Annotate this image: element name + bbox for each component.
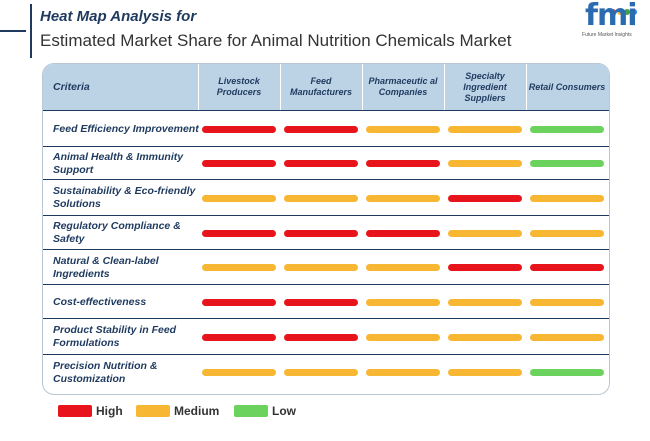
header-separator <box>362 64 363 110</box>
title-accent-line <box>0 30 26 32</box>
logo-text: fmi <box>585 0 638 33</box>
column-header: Pharmaceutic al Companies <box>368 76 438 97</box>
heatmap-header: Criteria Livestock Producers Feed Manufac… <box>43 64 609 110</box>
heatmap-row: Sustainability & Eco-friendly Solutions <box>43 179 609 216</box>
title-line-2: Estimated Market Share for Animal Nutrit… <box>40 31 512 50</box>
heat-cell-medium <box>530 230 604 237</box>
heat-cell-high <box>202 299 276 306</box>
column-header: Specialty Ingredient Suppliers <box>463 70 507 103</box>
heatmap-row: Feed Efficiency Improvement <box>43 110 609 147</box>
heat-cell-low <box>530 369 604 376</box>
heat-cell-high <box>202 230 276 237</box>
logo-dot <box>617 9 623 15</box>
legend-item-medium: Medium <box>136 404 219 418</box>
heat-cell-medium <box>202 369 276 376</box>
heat-cell-medium <box>366 299 440 306</box>
legend-swatch <box>234 405 268 417</box>
heatmap-table: Criteria Livestock Producers Feed Manufac… <box>42 63 610 395</box>
legend-swatch <box>58 405 92 417</box>
heat-cell-medium <box>530 334 604 341</box>
logo-dot <box>610 9 616 15</box>
heat-cell-medium <box>366 264 440 271</box>
heat-cell-medium <box>202 264 276 271</box>
heat-cell-medium <box>448 369 522 376</box>
heat-cell-medium <box>448 299 522 306</box>
legend-item-low: Low <box>234 404 296 418</box>
heat-cell-medium <box>284 369 358 376</box>
heat-cell-low <box>530 126 604 133</box>
legend-item-high: High <box>58 404 123 418</box>
heat-cell-high <box>448 264 522 271</box>
column-header: Retail Consumers <box>528 81 606 92</box>
row-label: Precision Nutrition & Customization <box>53 359 158 385</box>
heat-cell-medium <box>530 195 604 202</box>
heat-cell-medium <box>366 334 440 341</box>
heat-cell-medium <box>284 195 358 202</box>
logo-dots <box>610 2 638 15</box>
heat-cell-medium <box>448 160 522 167</box>
heat-cell-medium <box>448 334 522 341</box>
heat-cell-high <box>284 126 358 133</box>
header-separator <box>526 64 527 110</box>
heatmap-row: Regulatory Compliance & Safety <box>43 215 609 250</box>
heat-cell-high <box>284 299 358 306</box>
heatmap-row: Product Stability in Feed Formulations <box>43 318 609 355</box>
legend-label: Low <box>272 404 296 418</box>
heat-cell-high <box>202 126 276 133</box>
column-header: Feed Manufacturers <box>289 76 352 97</box>
heatmap-row: Animal Health & Immunity Support <box>43 146 609 180</box>
legend-label: High <box>96 404 123 418</box>
heat-cell-medium <box>366 126 440 133</box>
heat-cell-high <box>284 334 358 341</box>
heat-cell-high <box>530 264 604 271</box>
row-label: Sustainability & Eco-friendly Solutions <box>53 185 196 210</box>
heat-cell-high <box>202 160 276 167</box>
heat-cell-high <box>448 195 522 202</box>
row-label: Regulatory Compliance & Safety <box>53 220 181 245</box>
heat-cell-medium <box>284 264 358 271</box>
heat-cell-low <box>530 160 604 167</box>
heat-cell-medium <box>366 369 440 376</box>
title-divider <box>30 4 32 58</box>
heat-cell-medium <box>530 299 604 306</box>
heat-cell-high <box>366 230 440 237</box>
fmi-logo: fmi Future Market Insights <box>582 0 646 42</box>
logo-dot <box>631 9 637 15</box>
heat-cell-medium <box>366 195 440 202</box>
header-separator <box>444 64 445 110</box>
heat-cell-medium <box>448 126 522 133</box>
row-label: Animal Health & Immunity Support <box>53 150 184 176</box>
heat-cell-medium <box>202 195 276 202</box>
header-separator <box>198 64 199 110</box>
heat-cell-high <box>202 334 276 341</box>
legend-swatch <box>136 405 170 417</box>
heat-cell-medium <box>448 230 522 237</box>
criteria-header: Criteria <box>53 80 90 93</box>
row-label: Product Stability in Feed Formulations <box>53 324 177 349</box>
legend-label: Medium <box>174 404 220 418</box>
row-label: Feed Efficiency Improvement <box>53 122 199 135</box>
heatmap-row: Cost-effectiveness <box>43 284 609 319</box>
heat-cell-high <box>284 230 358 237</box>
row-label: Cost-effectiveness <box>53 295 147 308</box>
title-line-1: Heat Map Analysis for <box>40 8 197 25</box>
logo-subtitle: Future Market Insights <box>582 32 632 38</box>
row-label: Natural & Clean-label Ingredients <box>53 254 159 280</box>
heatmap-row: Natural & Clean-label Ingredients <box>43 249 609 285</box>
logo-dot <box>624 9 630 15</box>
heatmap-row: Precision Nutrition & Customization <box>43 354 609 390</box>
column-header: Livestock Producers <box>216 76 262 97</box>
heat-cell-high <box>284 160 358 167</box>
header-separator <box>280 64 281 110</box>
heat-cell-high <box>366 160 440 167</box>
